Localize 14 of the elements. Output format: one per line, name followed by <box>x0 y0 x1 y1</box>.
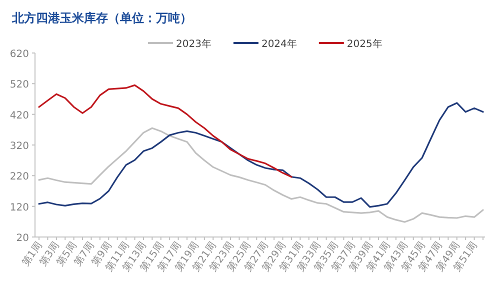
y-tick-label: 420 <box>10 110 29 122</box>
y-tick-label: 620 <box>10 49 29 60</box>
y-tick-label: 520 <box>10 80 29 91</box>
legend-label: 2024年 <box>261 38 297 50</box>
line-series <box>38 127 484 223</box>
chart-title: 北方四港玉米库存（单位：万吨） <box>11 11 192 25</box>
y-tick-label: 120 <box>10 202 29 214</box>
line-series <box>38 102 484 208</box>
legend-label: 2025年 <box>346 38 382 50</box>
line-series <box>38 84 292 178</box>
legend-label: 2023年 <box>176 38 212 50</box>
y-tick-label: 20 <box>16 233 29 244</box>
y-tick-label: 220 <box>10 172 29 183</box>
y-tick-label: 320 <box>10 141 29 152</box>
